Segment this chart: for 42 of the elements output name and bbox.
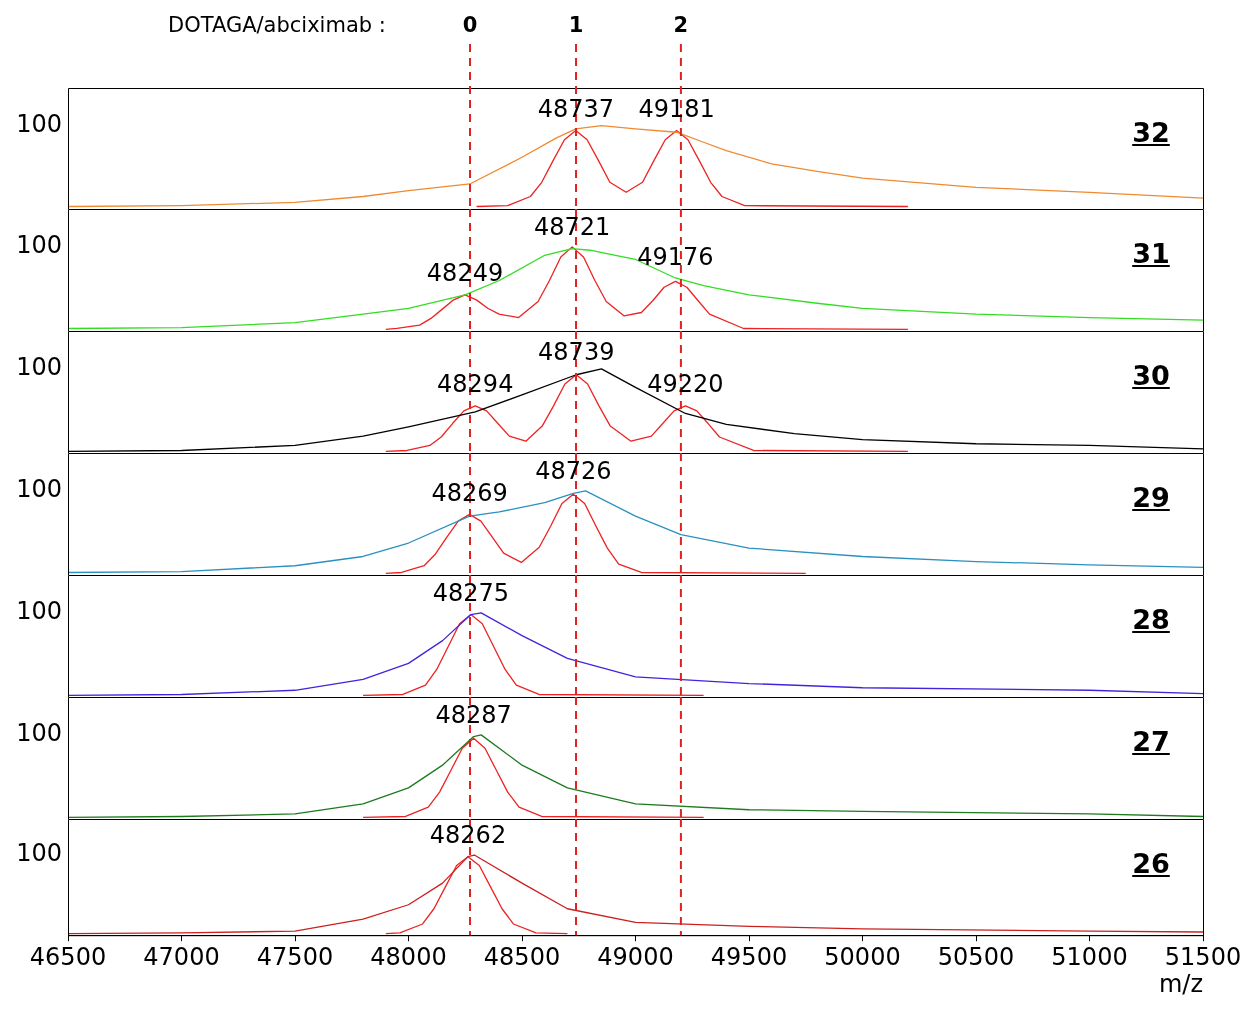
annotation: 28: [1131, 603, 1171, 637]
annotation: 48262: [429, 821, 507, 850]
annotation: 48739: [538, 337, 615, 366]
x-tick-label: 51000: [1051, 942, 1128, 971]
annotation: 48721: [533, 213, 611, 242]
text: 100: [16, 109, 62, 138]
x-tick-label: 46500: [29, 942, 107, 971]
annotation: 30: [1131, 359, 1171, 393]
text: 100: [16, 597, 62, 626]
x-tick-label: 47000: [143, 942, 220, 971]
x-tick-label: 49500: [710, 942, 788, 971]
text: 0: [462, 13, 478, 38]
text: 100: [16, 719, 62, 748]
annotation: 29: [1131, 481, 1171, 515]
text: 100: [16, 353, 62, 382]
x-axis-title: m/z: [1158, 970, 1203, 999]
annotation: 31: [1131, 237, 1171, 271]
chart-title: DOTAGA/abciximab :: [168, 13, 386, 38]
annotation: 49181: [638, 95, 715, 124]
annotation: 48275: [432, 579, 510, 608]
x-tick-label: 47500: [256, 942, 334, 971]
text: 100: [16, 231, 62, 260]
annotation: 32: [1131, 116, 1171, 150]
x-tick-label: 50000: [824, 942, 901, 971]
x-tick-label: 49000: [597, 942, 674, 971]
x-tick-label: 48000: [370, 942, 447, 971]
annotation: 48249: [426, 259, 504, 288]
annotation: 48294: [437, 370, 514, 399]
x-tick-label: 51500: [1164, 942, 1242, 971]
annotation: 48737: [537, 95, 614, 124]
text: 2: [673, 13, 689, 38]
annotation: 26: [1131, 847, 1171, 881]
x-tick-label: 48500: [483, 942, 561, 971]
x-tick-label: 50500: [937, 942, 1015, 971]
annotation: 48287: [435, 701, 512, 730]
annotation: 49220: [647, 370, 724, 399]
text: 100: [16, 839, 62, 868]
annotation: 48726: [535, 457, 612, 486]
annotation: 48269: [431, 478, 508, 507]
text: 100: [16, 475, 62, 504]
text: 1: [568, 13, 584, 38]
annotation: 27: [1131, 725, 1171, 759]
